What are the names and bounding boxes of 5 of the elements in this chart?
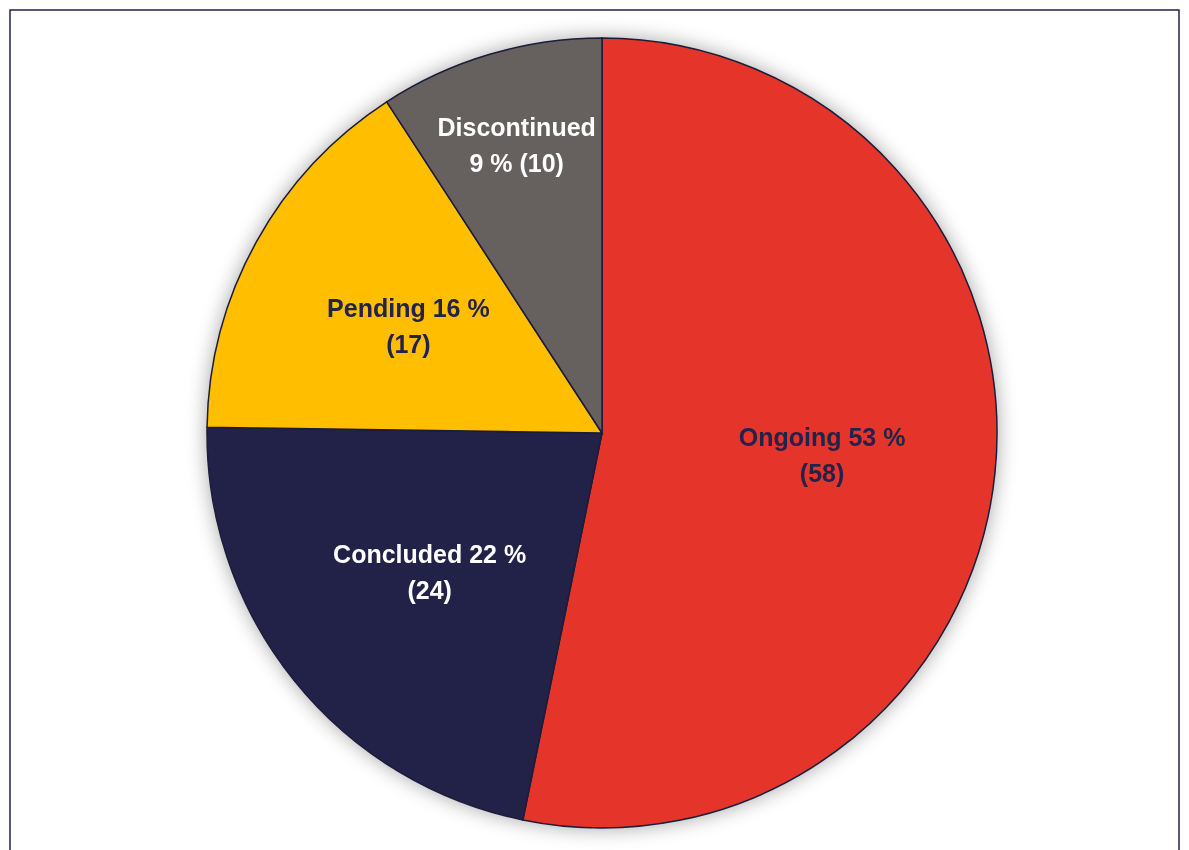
slice-label: Concluded [333,539,463,568]
slice-label: Ongoing [738,423,842,452]
data-label: 9 % (10) [469,149,564,178]
slice-label: Discontinued [437,113,596,142]
slice-label: Pending [327,294,426,323]
